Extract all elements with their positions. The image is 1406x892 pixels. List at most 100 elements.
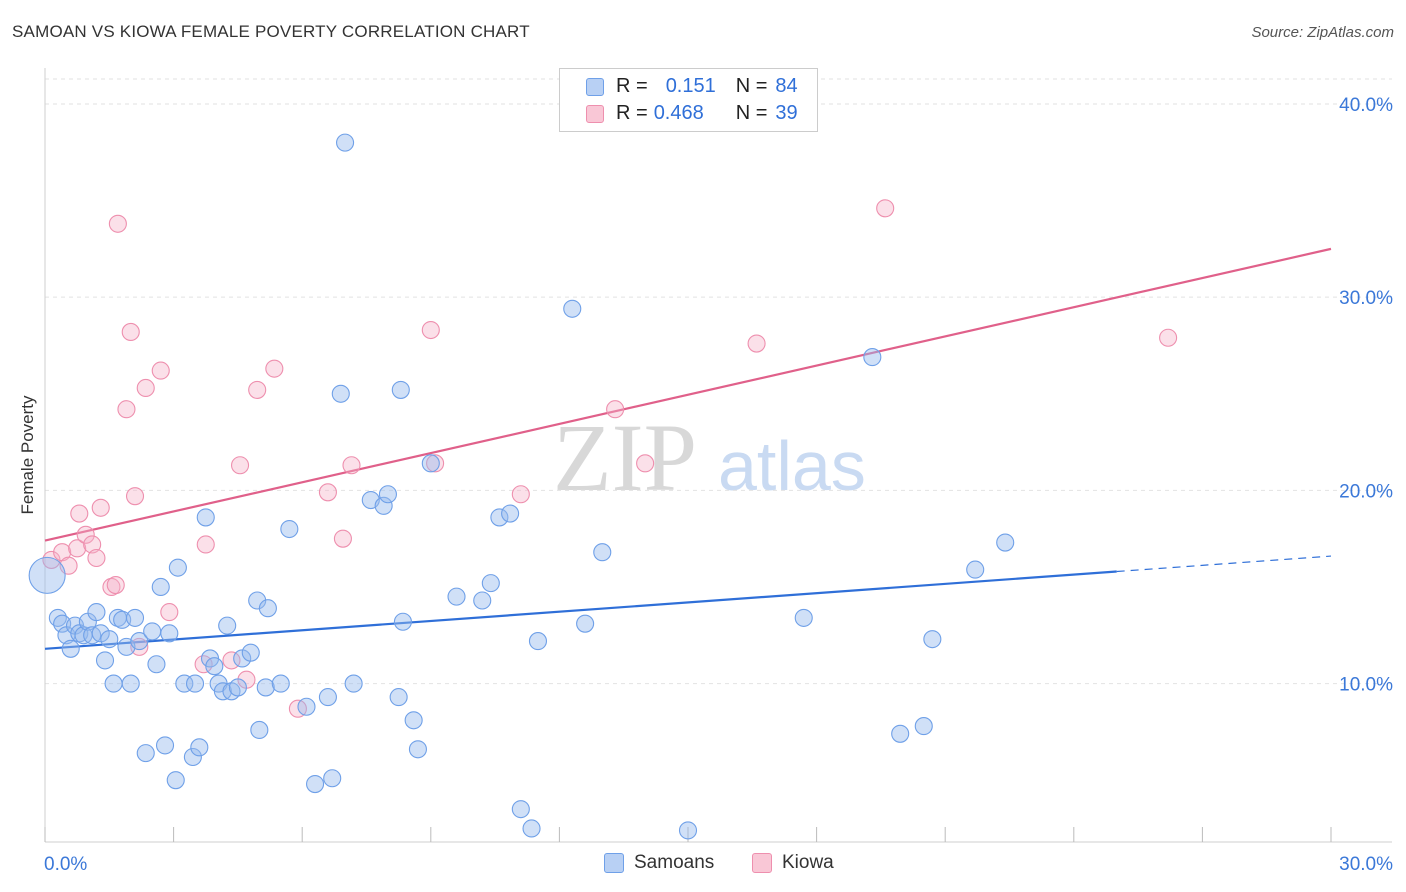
kiowa-point bbox=[106, 575, 125, 595]
kiowa-point bbox=[151, 361, 170, 380]
kiowa-point bbox=[108, 214, 127, 233]
samoans-point bbox=[297, 697, 316, 716]
kiowa-point bbox=[136, 378, 155, 398]
x-tick-label: 30.0% bbox=[1339, 854, 1393, 875]
samoans-point bbox=[250, 720, 269, 739]
samoans-point bbox=[125, 608, 145, 627]
samoans-point bbox=[794, 608, 813, 627]
legend-swatch-samoans bbox=[604, 853, 624, 873]
kiowa-point bbox=[230, 456, 250, 475]
samoans-point bbox=[511, 800, 530, 819]
grid-lines bbox=[45, 78, 1392, 685]
samoans-point bbox=[593, 543, 612, 562]
x-tick-label: 0.0% bbox=[44, 854, 87, 875]
samoans-point bbox=[183, 747, 202, 767]
samoans-point bbox=[378, 485, 397, 504]
watermark-atlas: atlas bbox=[718, 427, 866, 505]
watermark: ZIP atlas bbox=[553, 404, 866, 511]
samoans-point bbox=[678, 821, 698, 840]
samoans-point bbox=[473, 591, 492, 610]
samoans-point bbox=[185, 674, 205, 693]
legend-row-samoans: R = 0.151 N = 84 bbox=[586, 75, 798, 98]
samoans-point bbox=[130, 632, 149, 651]
samoans-point bbox=[996, 533, 1015, 552]
samoans-point bbox=[404, 711, 423, 730]
tick-labels: 10.0% 20.0% 30.0% 40.0% 0.0% 30.0% bbox=[44, 95, 1393, 875]
samoans-point bbox=[28, 556, 66, 594]
legend-r-label: R = bbox=[616, 102, 648, 124]
legend-n-label: N = bbox=[735, 75, 768, 97]
samoans-point bbox=[100, 630, 119, 649]
samoans-point bbox=[228, 678, 247, 697]
samoans-point bbox=[205, 657, 224, 676]
samoans-point bbox=[336, 133, 355, 152]
correlation-legend: R = 0.151 N = 84 R = 0.468 N = 39 bbox=[559, 68, 818, 132]
legend-swatch-samoans bbox=[586, 77, 604, 96]
samoans-point bbox=[280, 519, 299, 539]
kiowa-point bbox=[248, 380, 267, 399]
samoans-point bbox=[914, 717, 933, 736]
data-points bbox=[28, 133, 1178, 840]
kiowa-point bbox=[333, 529, 352, 548]
kiowa-point bbox=[160, 603, 179, 622]
kiowa-point bbox=[76, 525, 95, 544]
legend-label-kiowa: Kiowa bbox=[782, 852, 834, 873]
samoans-point bbox=[393, 612, 412, 631]
samoans-point bbox=[155, 736, 175, 755]
kiowa-point bbox=[125, 487, 145, 506]
trend-line-samoans-extension bbox=[1116, 555, 1332, 573]
samoans-point bbox=[318, 688, 337, 707]
samoans-point bbox=[241, 643, 260, 662]
kiowa-point bbox=[68, 539, 87, 558]
y-tick-label: 30.0% bbox=[1339, 288, 1393, 309]
legend-r-value: 0.151 bbox=[665, 75, 716, 97]
samoans-point bbox=[218, 616, 237, 635]
kiowa-point bbox=[91, 498, 110, 517]
samoans-point bbox=[563, 299, 582, 318]
samoans-point bbox=[121, 674, 140, 693]
samoans-point bbox=[344, 674, 363, 693]
y-tick-label: 10.0% bbox=[1339, 675, 1393, 696]
samoans-point bbox=[391, 380, 410, 399]
samoans-point bbox=[323, 769, 342, 788]
samoans-point bbox=[522, 819, 541, 838]
samoans-point bbox=[256, 678, 275, 697]
samoans-point bbox=[104, 674, 123, 693]
watermark-zip: ZIP bbox=[553, 404, 697, 511]
kiowa-point bbox=[117, 400, 136, 419]
series-legend: Samoans Kiowa bbox=[0, 852, 1406, 878]
trend-lines bbox=[44, 247, 1332, 650]
source-credit: Source: ZipAtlas.com bbox=[1251, 24, 1394, 41]
kiowa-point bbox=[747, 334, 766, 353]
samoans-point bbox=[166, 771, 185, 790]
kiowa-point bbox=[636, 454, 655, 473]
legend-r-value: 0.468 bbox=[653, 102, 704, 124]
samoans-point bbox=[408, 740, 427, 759]
samoans-point bbox=[306, 774, 325, 794]
samoans-point bbox=[481, 574, 500, 593]
kiowa-point bbox=[130, 637, 149, 656]
samoans-point bbox=[501, 504, 520, 523]
legend-swatch-kiowa bbox=[586, 104, 604, 123]
legend-n-value: 39 bbox=[775, 102, 798, 124]
samoans-point bbox=[271, 674, 290, 693]
samoans-point bbox=[923, 630, 942, 649]
samoans-point bbox=[143, 622, 162, 641]
kiowa-point bbox=[265, 359, 284, 378]
legend-n-value: 84 bbox=[775, 75, 798, 97]
kiowa-point bbox=[87, 548, 106, 568]
samoans-point bbox=[95, 651, 115, 670]
kiowa-point bbox=[83, 535, 102, 554]
kiowa-point bbox=[426, 454, 445, 473]
axes bbox=[44, 68, 1392, 843]
samoans-point bbox=[331, 384, 350, 403]
samoans-point bbox=[576, 614, 595, 633]
samoans-point bbox=[891, 724, 910, 743]
samoans-point bbox=[190, 738, 209, 757]
samoans-point bbox=[421, 454, 440, 473]
y-tick-label: 40.0% bbox=[1339, 95, 1393, 116]
samoans-point bbox=[528, 632, 548, 651]
kiowa-point bbox=[876, 199, 895, 218]
samoans-point bbox=[151, 577, 170, 597]
samoans-point bbox=[168, 558, 187, 577]
